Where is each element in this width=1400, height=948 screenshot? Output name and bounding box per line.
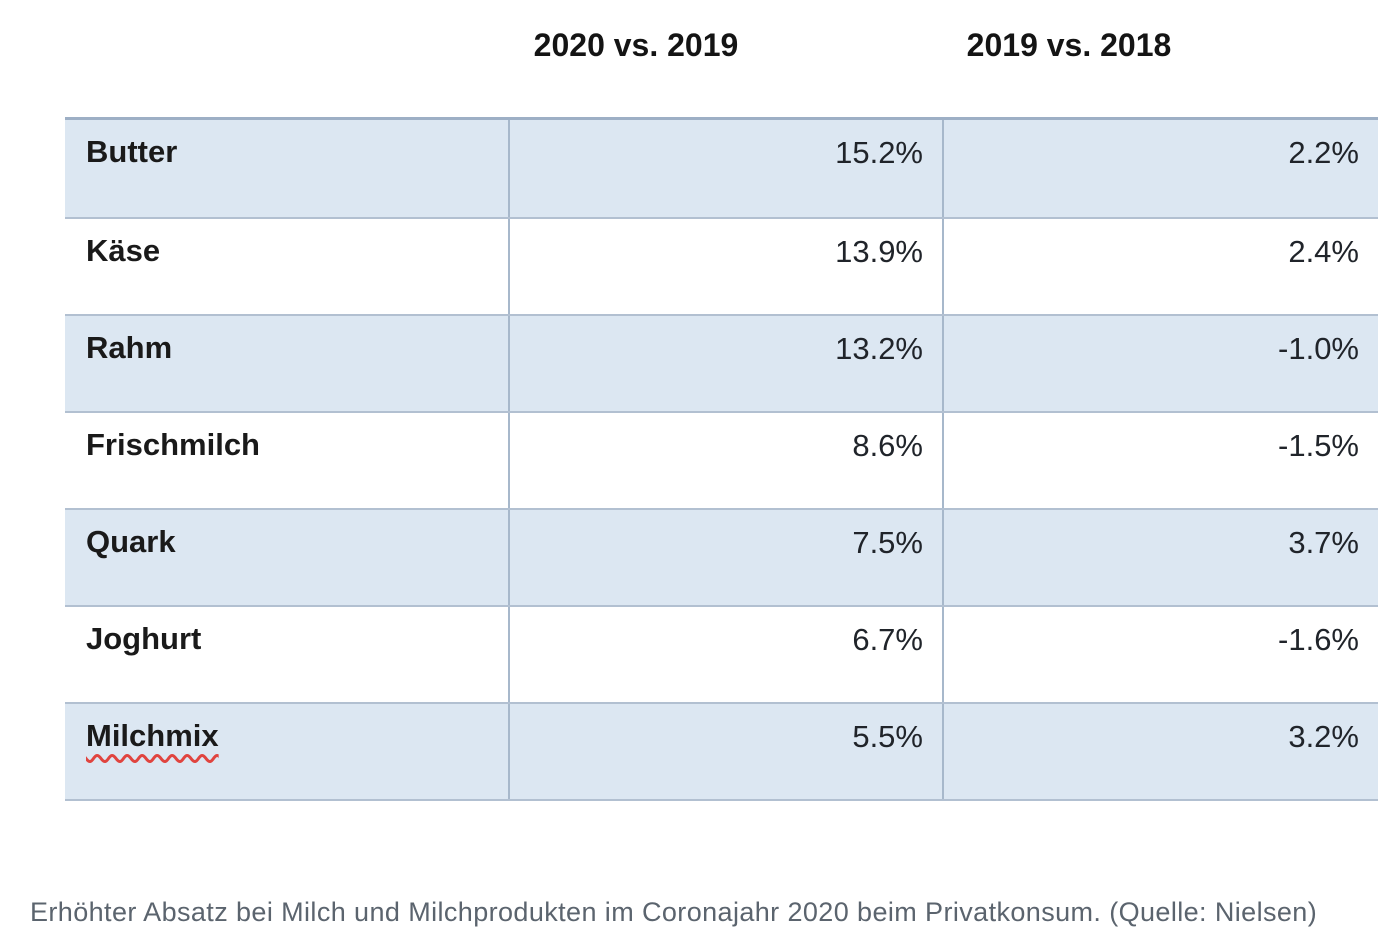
- product-cell: Käse: [65, 219, 510, 314]
- table-row: Joghurt 6.7% -1.6%: [65, 605, 1378, 702]
- value-cell-2019-2018: 2.2%: [1288, 135, 1359, 170]
- value-cell-2020-2019: 15.2%: [510, 120, 944, 217]
- table-row: Käse 13.9% 2.4%: [65, 217, 1378, 314]
- value-cell-2019-2018: 3.7%: [1288, 525, 1359, 560]
- product-cell: Joghurt: [65, 607, 510, 702]
- product-cell: Quark: [65, 510, 510, 605]
- column-header-2020-vs-2019: 2020 vs. 2019: [533, 27, 739, 63]
- value-cell-2020-2019: 6.7%: [510, 607, 944, 702]
- value-cell-2019-2018: -1.6%: [1278, 622, 1359, 657]
- milk-sales-table: Butter 15.2% 2.2% Käse 13.9% 2.4% Rahm 1…: [65, 117, 1378, 801]
- product-cell: Frischmilch: [65, 413, 510, 508]
- value-cell-2020-2019: 5.5%: [510, 704, 944, 799]
- product-cell: Milchmix: [65, 704, 510, 799]
- value-cell-2019-2018: 3.2%: [1288, 719, 1359, 754]
- value-cell-2019-2018: -1.0%: [1278, 331, 1359, 366]
- product-cell: Butter: [65, 120, 510, 217]
- table-row: Frischmilch 8.6% -1.5%: [65, 411, 1378, 508]
- value-cell-2020-2019: 13.2%: [510, 316, 944, 411]
- value-cell-2020-2019: 7.5%: [510, 510, 944, 605]
- value-cell-2020-2019: 8.6%: [510, 413, 944, 508]
- table-row: Butter 15.2% 2.2%: [65, 120, 1378, 217]
- value-cell-2019-2018: 2.4%: [1288, 234, 1359, 269]
- column-header-2019-vs-2018: 2019 vs. 2018: [966, 27, 1172, 63]
- misspelled-word-underline: Milchmix: [86, 718, 219, 753]
- value-cell-2020-2019: 13.9%: [510, 219, 944, 314]
- table-row: Rahm 13.2% -1.0%: [65, 314, 1378, 411]
- table-row: Milchmix 5.5% 3.2%: [65, 702, 1378, 799]
- product-cell: Rahm: [65, 316, 510, 411]
- value-cell-2019-2018: -1.5%: [1278, 428, 1359, 463]
- image-caption: Erhöhter Absatz bei Milch und Milchprodu…: [30, 897, 1318, 927]
- table-row: Quark 7.5% 3.7%: [65, 508, 1378, 605]
